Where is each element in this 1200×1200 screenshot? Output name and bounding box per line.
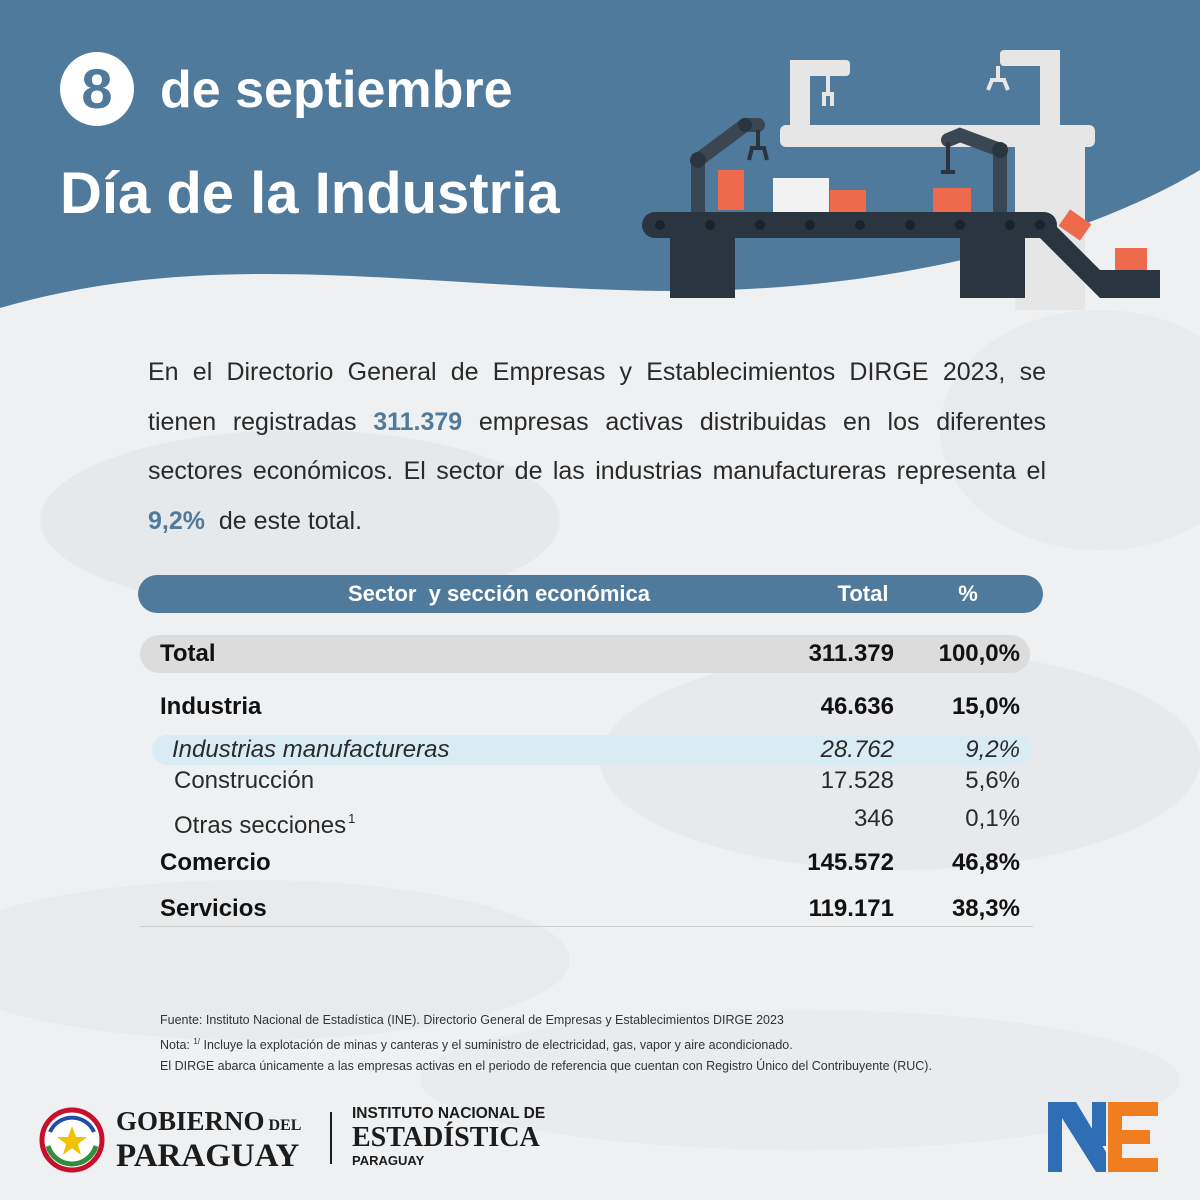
row-pct: 9,2% <box>965 736 1020 763</box>
date-text: de septiembre <box>160 61 513 119</box>
table-bottom-rule <box>140 926 1033 927</box>
intro-text-3: de este total. <box>204 506 363 535</box>
ine-wordmark: INSTITUTO NACIONAL DE ESTADÍSTICA PARAGU… <box>352 1105 545 1168</box>
row-pct: 46,8% <box>951 849 1020 876</box>
intro-highlight-total: 311.379 <box>373 407 463 436</box>
intro-text-1: En el Directorio General de Empresas y E… <box>148 358 1046 436</box>
footnotes: Fuente: Instituto Nacional de Estadístic… <box>160 1010 1140 1077</box>
table-row-servicios: Servicios 119.171 38,3% <box>140 890 1030 928</box>
row-pct: 100,0% <box>938 640 1020 667</box>
date-day-badge: 8 <box>60 52 134 126</box>
page-title: Día de la Industria <box>60 161 560 226</box>
gobierno-seal-icon <box>39 1107 105 1173</box>
row-total: 28.762 <box>820 736 894 763</box>
ine-logo-icon <box>1048 1102 1158 1172</box>
scope-note: El DIRGE abarca únicamente a las empresa… <box>160 1059 932 1074</box>
source-note: Fuente: Instituto Nacional de Estadístic… <box>160 1013 784 1027</box>
gobierno-word: GOBIERNO <box>116 1106 265 1136</box>
header-total: Total <box>837 581 889 606</box>
nota-mark: 1/ <box>193 1037 201 1046</box>
gobierno-line2: PARAGUAY <box>116 1138 300 1174</box>
row-label: Total <box>160 640 216 667</box>
row-pct: 38,3% <box>951 895 1020 922</box>
row-label-text: Otras secciones <box>174 812 347 839</box>
table-row-total: Total 311.379 100,0% <box>140 635 1030 673</box>
row-label: Industrias manufactureras <box>172 736 450 763</box>
row-pct: 0,1% <box>965 805 1020 832</box>
table-header: Sector y sección económica Total % <box>138 575 1043 613</box>
row-total: 145.572 <box>807 849 894 876</box>
header-pct: % <box>958 581 978 606</box>
row-total: 311.379 <box>808 640 894 667</box>
nota-line: Nota: 1/ Incluye la explotación de minas… <box>160 1031 1140 1056</box>
row-label: Comercio <box>160 849 271 876</box>
row-total: 17.528 <box>820 767 894 794</box>
industrial-machine-illustration <box>642 50 1160 310</box>
table-row-comercio: Comercio 145.572 46,8% <box>140 844 1030 882</box>
nota-text: Incluye la explotación de minas y canter… <box>200 1038 793 1053</box>
ine-line2: ESTADÍSTICA <box>352 1122 540 1153</box>
row-total: 119.171 <box>808 895 894 922</box>
row-total: 346 <box>853 805 894 832</box>
intro-paragraph: En el Directorio General de Empresas y E… <box>148 348 1046 546</box>
row-label: Servicios <box>160 895 267 922</box>
gobierno-line1: GOBIERNO DEL <box>116 1107 301 1140</box>
row-label: Otras secciones 1 <box>174 800 355 845</box>
gobierno-wordmark: GOBIERNO DEL PARAGUAY <box>116 1107 301 1174</box>
intro-highlight-pct: 9,2% <box>148 506 205 535</box>
table-row-industria: Industria 46.636 15,0% <box>140 688 1030 726</box>
row-pct: 5,6% <box>965 767 1020 794</box>
nota-prefix: Nota: <box>160 1038 194 1053</box>
gobierno-del: DEL <box>264 1117 302 1134</box>
row-total: 46.636 <box>820 693 894 720</box>
row-pct: 15,0% <box>951 693 1020 720</box>
header-sector: Sector y sección económica <box>347 581 651 606</box>
footer-divider <box>330 1112 332 1164</box>
footnote-mark: 1 <box>348 811 356 826</box>
ine-line1: INSTITUTO NACIONAL DE <box>352 1105 546 1122</box>
table-row-manufactureras: Industrias manufactureras 28.762 9,2% <box>152 735 1032 765</box>
table-row-construccion: Construcción 17.528 5,6% <box>140 762 1030 800</box>
intro-text-2: empresas activas distribuidas en los dif… <box>148 407 1046 486</box>
row-label: Industria <box>160 693 262 720</box>
table-row-otras: Otras secciones 1 346 0,1% <box>140 800 1030 839</box>
ine-line3: PARAGUAY <box>352 1153 425 1168</box>
row-label: Construcción <box>174 767 315 794</box>
